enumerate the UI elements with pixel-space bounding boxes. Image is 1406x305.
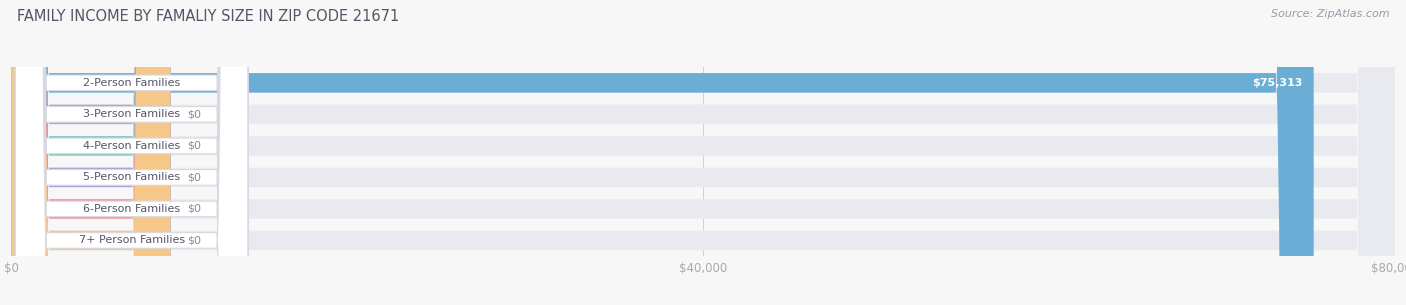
FancyBboxPatch shape xyxy=(15,0,247,305)
Text: 2-Person Families: 2-Person Families xyxy=(83,78,180,88)
FancyBboxPatch shape xyxy=(11,0,1313,305)
Text: $0: $0 xyxy=(187,172,201,182)
FancyBboxPatch shape xyxy=(11,0,170,305)
FancyBboxPatch shape xyxy=(11,0,170,305)
Text: $0: $0 xyxy=(187,109,201,119)
FancyBboxPatch shape xyxy=(11,0,170,305)
FancyBboxPatch shape xyxy=(15,0,247,305)
Text: Source: ZipAtlas.com: Source: ZipAtlas.com xyxy=(1271,9,1389,19)
Text: 7+ Person Families: 7+ Person Families xyxy=(79,235,184,246)
FancyBboxPatch shape xyxy=(15,0,247,305)
Text: 5-Person Families: 5-Person Families xyxy=(83,172,180,182)
FancyBboxPatch shape xyxy=(15,0,247,305)
Text: 4-Person Families: 4-Person Families xyxy=(83,141,180,151)
Text: FAMILY INCOME BY FAMALIY SIZE IN ZIP CODE 21671: FAMILY INCOME BY FAMALIY SIZE IN ZIP COD… xyxy=(17,9,399,24)
FancyBboxPatch shape xyxy=(11,0,1395,305)
FancyBboxPatch shape xyxy=(11,0,1395,305)
FancyBboxPatch shape xyxy=(15,0,247,305)
Text: 3-Person Families: 3-Person Families xyxy=(83,109,180,119)
Text: $0: $0 xyxy=(187,204,201,214)
FancyBboxPatch shape xyxy=(15,0,247,305)
FancyBboxPatch shape xyxy=(11,0,1395,305)
FancyBboxPatch shape xyxy=(11,0,170,305)
Text: $0: $0 xyxy=(187,141,201,151)
Text: 6-Person Families: 6-Person Families xyxy=(83,204,180,214)
FancyBboxPatch shape xyxy=(11,0,1395,305)
FancyBboxPatch shape xyxy=(11,0,170,305)
Text: $75,313: $75,313 xyxy=(1253,78,1302,88)
FancyBboxPatch shape xyxy=(11,0,1395,305)
FancyBboxPatch shape xyxy=(11,0,1395,305)
Text: $0: $0 xyxy=(187,235,201,246)
